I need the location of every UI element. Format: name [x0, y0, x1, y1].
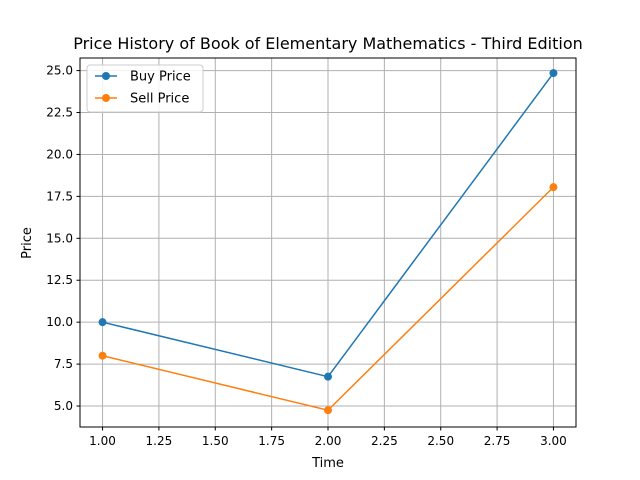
plot-frame	[79, 57, 577, 428]
y-tick-label: 25.0	[46, 64, 73, 78]
x-tick-label: 2.75	[484, 434, 511, 448]
x-tick-label: 2.00	[315, 434, 342, 448]
sell-price-point	[98, 351, 107, 360]
y-tick-label: 5.0	[54, 399, 73, 413]
x-tick-label: 1.75	[258, 434, 285, 448]
y-tick-label: 12.5	[46, 273, 73, 287]
legend-buy-price-marker	[102, 72, 110, 80]
y-axis-ticks: 5.0 7.5 10.0 12.5 15.0 17.5 20.0 22.5 25.0	[46, 64, 80, 413]
legend-buy-price-label: Buy Price	[130, 70, 191, 85]
sell-price-point	[324, 406, 332, 415]
grid	[80, 58, 576, 427]
legend-sell-price-marker	[102, 94, 110, 102]
buy-price-point	[98, 318, 107, 327]
y-tick-label: 10.0	[46, 315, 73, 329]
legend: Buy Price Sell Price	[86, 64, 204, 113]
series-group	[98, 69, 558, 415]
x-tick-label: 2.25	[371, 434, 398, 448]
buy-price-point	[549, 69, 558, 78]
y-tick-label: 7.5	[54, 357, 73, 371]
legend-sell-price-label: Sell Price	[130, 92, 189, 107]
x-axis-label: Time	[311, 456, 344, 471]
y-tick-label: 22.5	[46, 106, 73, 120]
x-tick-label: 1.25	[146, 434, 173, 448]
chart-title: Price History of Book of Elementary Math…	[73, 34, 583, 53]
y-tick-label: 20.0	[46, 147, 73, 161]
x-tick-label: 2.50	[427, 434, 454, 448]
x-tick-label: 3.00	[540, 434, 567, 448]
y-tick-label: 17.5	[46, 189, 73, 203]
x-tick-label: 1.50	[202, 434, 229, 448]
y-tick-label: 15.0	[46, 231, 73, 245]
buy-price-point	[324, 372, 332, 381]
x-axis-ticks: 1.00 1.25 1.50 1.75 2.00 2.25 2.50 2.75 3.00	[89, 427, 567, 448]
x-tick-label: 1.00	[89, 434, 116, 448]
sell-price-point	[549, 183, 558, 192]
y-axis-label: Price	[20, 227, 35, 259]
